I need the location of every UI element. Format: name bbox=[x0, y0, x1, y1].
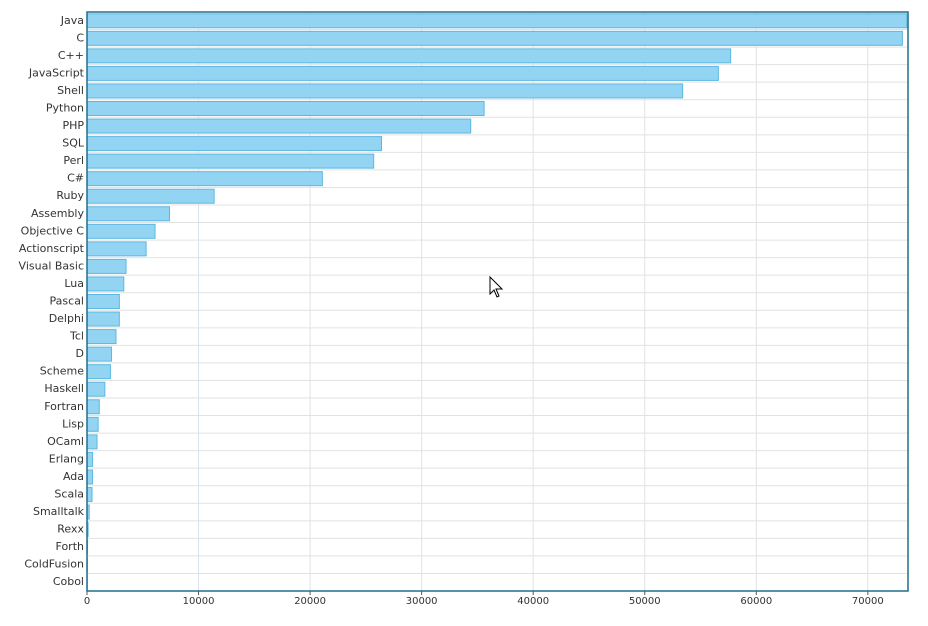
x-tick-label: 40000 bbox=[517, 596, 549, 607]
y-tick-label: C# bbox=[67, 172, 84, 185]
bar bbox=[86, 311, 120, 327]
bar bbox=[86, 188, 215, 204]
bar bbox=[86, 206, 171, 222]
y-tick-label: Python bbox=[46, 102, 84, 115]
x-tick-label: 20000 bbox=[294, 596, 326, 607]
y-tick-label: SQL bbox=[62, 137, 85, 150]
x-tick-label: 10000 bbox=[183, 596, 215, 607]
y-tick-label: Lisp bbox=[62, 417, 84, 430]
y-tick-label: ColdFusion bbox=[24, 558, 84, 571]
x-tick-label: 70000 bbox=[852, 596, 884, 607]
bar bbox=[86, 258, 127, 274]
bar bbox=[86, 469, 94, 485]
y-tick-label: Cobol bbox=[53, 575, 84, 588]
y-tick-label: D bbox=[76, 347, 84, 360]
bar bbox=[86, 451, 94, 467]
bar bbox=[86, 65, 719, 81]
y-tick-label: Forth bbox=[56, 540, 85, 553]
y-tick-label: OCaml bbox=[47, 435, 84, 448]
y-tick-label: Ada bbox=[63, 470, 84, 483]
bar bbox=[86, 329, 117, 345]
mouse-cursor bbox=[489, 275, 504, 298]
bar bbox=[86, 171, 323, 187]
y-tick-label: Erlang bbox=[49, 452, 84, 465]
y-tick-label: Perl bbox=[63, 154, 84, 167]
bar bbox=[86, 346, 113, 362]
y-tick-label: Fortran bbox=[44, 400, 84, 413]
bar bbox=[86, 434, 98, 450]
bar bbox=[86, 101, 485, 116]
bar bbox=[86, 399, 100, 415]
y-tick-label: Tcl bbox=[69, 330, 84, 343]
bar bbox=[86, 30, 903, 46]
x-tick-label: 60000 bbox=[740, 596, 772, 607]
bar bbox=[86, 294, 120, 309]
y-tick-label: JavaScript bbox=[28, 66, 85, 79]
bar bbox=[86, 83, 684, 99]
y-tick-label: Scheme bbox=[40, 365, 84, 378]
y-tick-label: Haskell bbox=[44, 382, 84, 395]
y-tick-label: Ruby bbox=[56, 189, 84, 202]
y-tick-label: C++ bbox=[58, 49, 84, 62]
plot-border bbox=[86, 11, 909, 592]
x-tick-label: 30000 bbox=[406, 596, 438, 607]
y-tick-label: C bbox=[76, 31, 84, 44]
bar bbox=[86, 487, 93, 502]
y-tick-label: Java bbox=[60, 14, 84, 27]
x-tick-label: 0 bbox=[84, 596, 90, 607]
y-tick-label: PHP bbox=[62, 119, 84, 132]
y-tick-label: Lua bbox=[64, 277, 84, 290]
y-tick-label: Scala bbox=[54, 488, 84, 501]
bar bbox=[86, 153, 375, 169]
y-tick-label: Objective C bbox=[21, 224, 85, 237]
y-tick-label: Rexx bbox=[57, 523, 84, 536]
bar bbox=[86, 48, 732, 64]
bar bbox=[86, 381, 106, 397]
bar bbox=[86, 223, 156, 239]
y-tick-label: Visual Basic bbox=[19, 259, 84, 272]
bar bbox=[86, 364, 111, 380]
bar bbox=[86, 416, 99, 432]
bar bbox=[86, 276, 125, 292]
y-tick-label: Delphi bbox=[49, 312, 84, 325]
y-tick-label: Pascal bbox=[50, 295, 84, 308]
y-tick-label: Shell bbox=[57, 84, 84, 97]
bar bbox=[86, 13, 908, 29]
y-tick-label: Smalltalk bbox=[33, 505, 85, 518]
y-tick-label: Actionscript bbox=[19, 242, 85, 255]
bar bbox=[86, 241, 147, 257]
bar bbox=[86, 136, 382, 152]
bar bbox=[86, 118, 472, 134]
x-tick-label: 50000 bbox=[629, 596, 661, 607]
y-tick-label: Assembly bbox=[31, 207, 85, 220]
